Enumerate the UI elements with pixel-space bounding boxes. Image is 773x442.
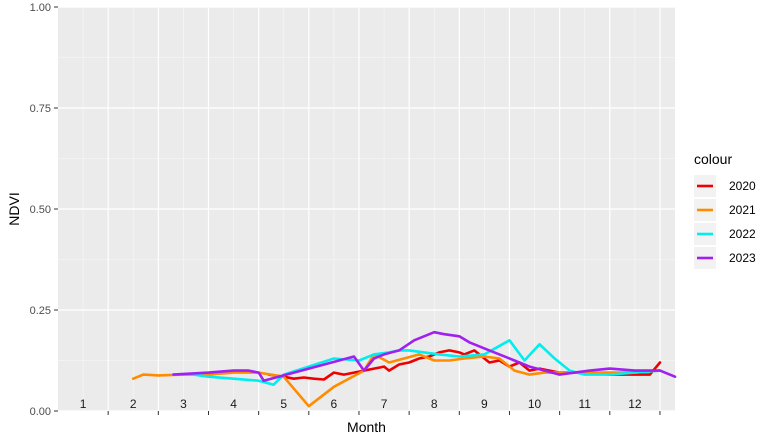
legend-label-2021: 2021 [729, 203, 756, 217]
legend-label-2022: 2022 [729, 227, 756, 241]
month-label: 3 [180, 397, 187, 411]
series-line-2022 [172, 338, 662, 387]
month-label: 4 [230, 397, 237, 411]
legend-label-2023: 2023 [729, 251, 756, 265]
grid-major [58, 6, 675, 412]
month-label: 12 [628, 397, 642, 411]
month-label: 6 [331, 397, 338, 411]
month-label: 7 [381, 397, 388, 411]
legend-title: colour [694, 151, 732, 167]
month-label: 1 [80, 397, 87, 411]
y-tick-label: 0.75 [30, 103, 51, 115]
y-tick-label: 0.00 [30, 406, 51, 418]
x-axis-title: Month [347, 419, 386, 435]
month-label: 10 [528, 397, 542, 411]
month-label: 2 [130, 397, 137, 411]
series-line-2020 [267, 349, 662, 381]
month-label: 8 [431, 397, 438, 411]
y-axis: 0.00 0.25 0.50 0.75 1.00 [30, 2, 58, 418]
series-lines [131, 330, 677, 408]
series-line-2023 [172, 330, 677, 383]
month-label: 9 [481, 397, 488, 411]
y-tick-label: 0.25 [30, 305, 51, 317]
month-label: 11 [578, 397, 591, 411]
month-label: 5 [280, 397, 287, 411]
x-axis: 1 2 3 4 5 6 7 8 9 10 11 12 [80, 397, 661, 415]
legend-label-2020: 2020 [729, 179, 756, 193]
y-tick-label: 0.50 [30, 204, 51, 216]
y-axis-title: NDVI [6, 192, 22, 225]
legend: colour 2020 2021 2022 2023 [694, 151, 756, 269]
y-tick-label: 1.00 [30, 2, 51, 14]
